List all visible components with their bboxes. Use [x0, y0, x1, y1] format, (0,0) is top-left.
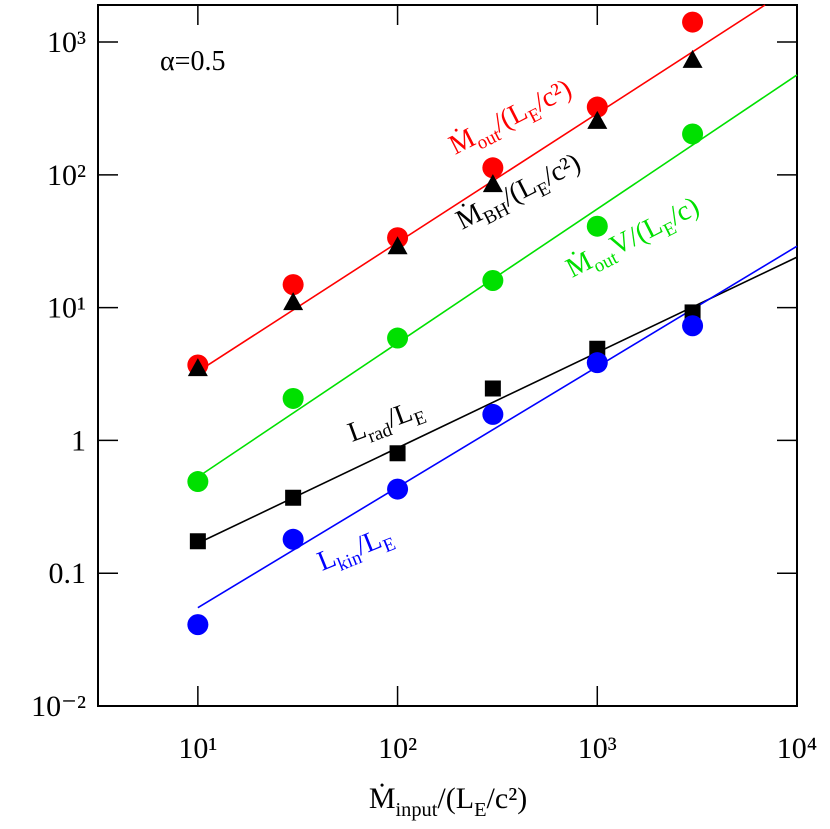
x-tick-label: 10³: [578, 732, 617, 765]
annotation: α=0.5: [160, 46, 225, 77]
point: [482, 174, 503, 193]
point: [589, 340, 606, 357]
annotation: Lkin/LE: [313, 520, 399, 583]
point: [282, 528, 304, 550]
x-axis-label-part: /(L: [437, 782, 474, 815]
y-tick-label: 10⁻²: [31, 690, 86, 723]
point: [484, 380, 501, 397]
point: [482, 403, 504, 425]
annotation-part: E: [411, 407, 429, 431]
annotation: Lrad/LE: [344, 393, 430, 453]
point: [482, 270, 504, 292]
x-tick-label: 10²: [378, 732, 417, 765]
point: [682, 11, 704, 33]
annotation-part: Ṁ: [451, 197, 487, 236]
y-tick-label: 10²: [47, 159, 86, 192]
point: [389, 445, 406, 462]
point: [187, 358, 208, 377]
point: [283, 292, 304, 311]
point: [682, 49, 703, 68]
point: [282, 274, 304, 296]
point: [682, 315, 704, 337]
y-tick-label: 10¹: [47, 292, 86, 325]
y-tick-label: 1: [71, 424, 86, 457]
point: [187, 471, 209, 493]
point: [387, 327, 409, 349]
point: [586, 215, 608, 237]
point: [387, 478, 409, 500]
annotation-part: α=0.5: [160, 46, 225, 77]
x-axis-label-part: Ṁ: [369, 782, 396, 815]
annotation-part: Ṁ: [561, 245, 597, 284]
annotation: Ṁout/(LE/c²): [444, 73, 579, 165]
point: [482, 157, 504, 179]
fit-line: [197, 245, 798, 609]
plot-frame: [97, 4, 798, 707]
x-axis-label-part: E: [474, 799, 486, 821]
annotation-part: V/(L: [605, 210, 668, 262]
point: [587, 110, 608, 129]
point: [285, 489, 302, 506]
point: [586, 96, 608, 118]
x-tick-label: 10⁴: [777, 732, 817, 765]
x-tick-label: 10¹: [178, 732, 217, 765]
fit-line: [197, 4, 766, 373]
point: [189, 533, 206, 550]
point: [586, 352, 608, 374]
x-axis-label-part: input: [396, 799, 438, 821]
point: [387, 236, 408, 255]
x-axis-label-part: /c²): [487, 782, 528, 815]
point: [187, 614, 209, 636]
y-tick-label: 10³: [47, 26, 86, 59]
annotation: ṀoutV/(LE/c): [561, 191, 706, 289]
point: [282, 387, 304, 409]
x-axis-label: Ṁinput/(LE/c²): [369, 782, 527, 821]
annotation-part: Ṁ: [444, 122, 480, 161]
point: [682, 123, 704, 145]
y-tick-label: 0.1: [49, 557, 87, 590]
